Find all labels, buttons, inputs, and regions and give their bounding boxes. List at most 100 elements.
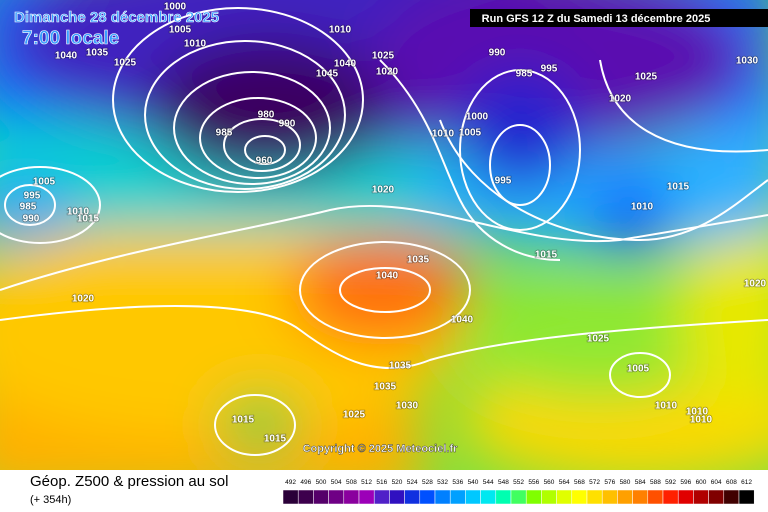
isobar-label: 1020: [72, 294, 95, 305]
scale-label: 588: [650, 479, 661, 486]
scale-swatch: [738, 489, 755, 505]
isobar-label: 1020: [744, 279, 767, 290]
scale-label: 552: [513, 479, 524, 486]
isobar-label: 1025: [587, 334, 610, 345]
copyright: Copyright © 2025 Meteociel.fr: [303, 443, 459, 455]
scale-label: 524: [407, 479, 418, 486]
scale-swatch: [541, 489, 557, 505]
scale-label: 560: [544, 479, 555, 486]
scale-label: 516: [376, 479, 387, 486]
scale-label: 592: [665, 479, 676, 486]
isobar-label: 1040: [334, 59, 357, 70]
isobar-label: 1035: [374, 382, 397, 393]
isobar-label: 1035: [389, 361, 412, 372]
scale-swatch: [373, 489, 390, 505]
isobar-label: 1015: [232, 415, 255, 426]
isobar-label: 1025: [635, 72, 658, 83]
isobar-label: 1010: [686, 407, 709, 418]
scale-label: 548: [498, 479, 509, 486]
scale-swatch: [677, 489, 694, 505]
scale-label: 576: [604, 479, 615, 486]
scale-swatch: [525, 489, 542, 505]
map-background: [0, 0, 768, 500]
isobar-label: 960: [256, 156, 273, 167]
scale-swatch: [434, 489, 451, 505]
scale-label: 608: [726, 479, 737, 486]
scale-label: 540: [468, 479, 479, 486]
scale-swatch: [328, 489, 345, 505]
isobar-label: 1020: [372, 185, 395, 196]
isobar-label: 1010: [690, 415, 713, 426]
scale-swatch: [495, 489, 512, 505]
scale-label: 600: [696, 479, 707, 486]
scale-label: 580: [620, 479, 631, 486]
isobar-label: 1005: [627, 364, 650, 375]
isobar-label: 990: [23, 214, 40, 225]
scale-swatch: [282, 489, 299, 505]
scale-label: 536: [452, 479, 463, 486]
scale-label: 564: [559, 479, 570, 486]
isobar-label: 1015: [667, 182, 690, 193]
footer-title: Géop. Z500 & pression au sol: [30, 473, 228, 490]
isobar-label: 1010: [329, 25, 352, 36]
scale-label: 512: [361, 479, 372, 486]
scale-swatch: [693, 489, 709, 505]
scale-label: 520: [392, 479, 403, 486]
scale-swatch: [723, 489, 740, 505]
isobar-label: 990: [279, 119, 296, 130]
scale-label: 568: [574, 479, 585, 486]
scale-label: 544: [483, 479, 494, 486]
scale-swatch: [404, 489, 421, 505]
isobar-label: 1010: [184, 39, 207, 50]
isobar-label: 1040: [376, 271, 399, 282]
scale-swatch: [601, 489, 618, 505]
isobar-label: 1020: [376, 67, 399, 78]
isobar-label: 995: [24, 191, 41, 202]
isobar-label: 1000: [466, 112, 489, 123]
scale-swatch: [708, 489, 725, 505]
scale-swatch: [586, 489, 603, 505]
isobar-label: 1030: [736, 56, 759, 67]
isobar-label: 1030: [396, 401, 419, 412]
isobar-label: 1010: [655, 401, 678, 412]
isobars: [0, 7, 768, 456]
scale-swatch: [358, 489, 375, 505]
scale-label: 504: [331, 479, 342, 486]
scale-swatch: [297, 489, 314, 505]
isobar-label: 1040: [451, 315, 474, 326]
isobar-label: 1025: [372, 51, 395, 62]
isobar-label: 1010: [67, 207, 90, 218]
isobar-label: 1015: [535, 250, 558, 261]
local-time: 7:00 locale: [22, 28, 119, 49]
scale-swatch: [632, 489, 649, 505]
isobar-label: 1025: [114, 58, 137, 69]
isobar-label: 1025: [343, 410, 366, 421]
scale-swatch: [343, 489, 360, 505]
scale-label: 584: [635, 479, 646, 486]
scale-label: 500: [316, 479, 327, 486]
scale-label: 532: [437, 479, 448, 486]
isobar-label: 1020: [609, 94, 632, 105]
isobar-label: 1005: [33, 177, 56, 188]
isobar-label: 1015: [77, 214, 100, 225]
date: Dimanche 28 décembre 2025: [14, 9, 219, 26]
scale-swatch: [571, 489, 588, 505]
isobar-label: 980: [258, 110, 275, 121]
scale-swatch: [313, 489, 329, 505]
scale-label: 528: [422, 479, 433, 486]
run-info: Run GFS 12 Z du Samedi 13 décembre 2025: [482, 13, 711, 25]
scale-swatch: [510, 489, 527, 505]
scale-label: 612: [741, 479, 752, 486]
scale-swatch: [419, 489, 436, 505]
run-box: [470, 9, 768, 27]
scale-label: 508: [346, 479, 357, 486]
isobar-label: 1015: [264, 434, 287, 445]
scale-swatch: [647, 489, 664, 505]
scale-swatch: [465, 489, 481, 505]
isobar-label: 1010: [432, 129, 455, 140]
isobar-label: 1010: [631, 202, 654, 213]
scale-label: 556: [528, 479, 539, 486]
isobar-label: 985: [216, 128, 233, 139]
